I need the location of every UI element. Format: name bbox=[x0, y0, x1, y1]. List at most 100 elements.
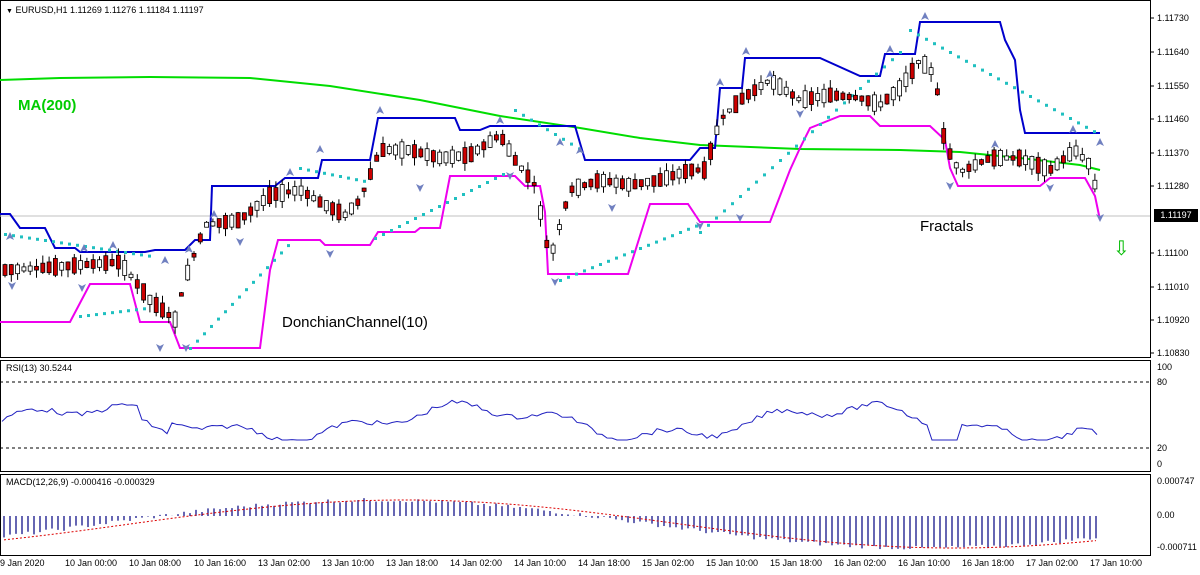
fractal-down-marker bbox=[416, 184, 424, 192]
candle-body bbox=[128, 273, 134, 279]
candle-body bbox=[872, 94, 877, 112]
rsi-panel[interactable]: RSI(13) 30.5244 100 80 20 0 bbox=[0, 360, 1200, 472]
candle-body bbox=[254, 200, 260, 211]
fractal-up-marker bbox=[766, 70, 774, 78]
macd-chart[interactable] bbox=[0, 474, 1200, 556]
fractal-down-marker bbox=[696, 222, 704, 230]
candle-body bbox=[109, 259, 115, 267]
psar-dot bbox=[430, 209, 433, 212]
candle-body bbox=[27, 265, 33, 272]
candle-body bbox=[399, 141, 405, 159]
psar-dot bbox=[470, 189, 473, 192]
candle-body bbox=[683, 164, 688, 180]
candle-body bbox=[191, 252, 197, 258]
candle-body bbox=[689, 163, 695, 177]
rsi-level: 80 bbox=[1157, 377, 1168, 387]
psar-dot bbox=[259, 273, 262, 277]
fractal-up-marker bbox=[921, 12, 929, 20]
psar-dot bbox=[127, 309, 130, 313]
candle-body bbox=[601, 173, 606, 188]
psar-dot bbox=[941, 46, 944, 50]
price-label: 1.11460 bbox=[1157, 114, 1189, 124]
candle-body bbox=[418, 148, 424, 158]
psar-dot bbox=[210, 324, 213, 328]
candle-body bbox=[897, 80, 902, 97]
time-label: 10 Jan 00:00 bbox=[65, 558, 118, 568]
psar-dot bbox=[502, 173, 505, 176]
candle-body bbox=[771, 75, 776, 90]
psar-dot bbox=[119, 310, 122, 314]
candle-body bbox=[279, 184, 285, 202]
psar-dot bbox=[859, 87, 862, 90]
psar-dot bbox=[570, 142, 573, 146]
macd-level: -0.000711 bbox=[1157, 542, 1197, 552]
psar-dot bbox=[615, 256, 618, 260]
price-chart-panel[interactable]: ▼ EURUSD,H1 1.11269 1.11276 1.11184 1.11… bbox=[0, 0, 1200, 358]
psar-dot bbox=[1005, 81, 1008, 85]
candle-body bbox=[695, 167, 701, 173]
psar-dot bbox=[52, 240, 55, 244]
candle-body bbox=[65, 261, 71, 271]
time-label: 17 Jan 10:00 bbox=[1090, 558, 1143, 568]
psar-dot bbox=[707, 223, 710, 227]
psar-dot bbox=[843, 101, 846, 105]
psar-dot bbox=[238, 295, 241, 299]
psar-dot bbox=[287, 244, 290, 248]
candle-body bbox=[657, 173, 663, 187]
fractal-down-marker bbox=[326, 250, 334, 258]
psar-dot bbox=[4, 233, 7, 236]
psar-dot bbox=[87, 314, 90, 318]
time-label: 16 Jan 18:00 bbox=[962, 558, 1015, 568]
candle-body bbox=[620, 178, 625, 190]
psar-dot bbox=[981, 68, 984, 72]
psar-dot bbox=[100, 247, 103, 251]
candle-body bbox=[424, 148, 430, 161]
psar-dot bbox=[414, 217, 417, 220]
psar-dot bbox=[103, 312, 106, 316]
rsi-level: 0 bbox=[1157, 459, 1163, 469]
candle-body bbox=[991, 149, 997, 167]
psar-dot bbox=[875, 72, 878, 76]
psar-dot bbox=[331, 173, 334, 177]
price-chart[interactable] bbox=[0, 0, 1200, 358]
psar-dot bbox=[695, 224, 698, 228]
dropdown-arrow-icon[interactable]: ▼ bbox=[6, 8, 13, 15]
psar-dot bbox=[355, 178, 358, 182]
candle-body bbox=[525, 169, 531, 183]
psar-dot bbox=[111, 311, 114, 315]
candle-body bbox=[645, 177, 650, 187]
psar-dot bbox=[140, 253, 143, 257]
candle-body bbox=[273, 187, 279, 201]
psar-dot bbox=[406, 221, 409, 224]
price-label: 1.11550 bbox=[1157, 81, 1189, 91]
macd-signal-line bbox=[3, 499, 1097, 549]
candle-body bbox=[764, 79, 770, 84]
psar-dot bbox=[143, 307, 146, 311]
candle-body bbox=[46, 261, 52, 274]
candle-body bbox=[1029, 156, 1035, 170]
candle-body bbox=[1042, 159, 1047, 177]
candle-body bbox=[267, 186, 273, 205]
candle-body bbox=[941, 128, 947, 144]
fractal-down-marker bbox=[1046, 184, 1054, 192]
candle-body bbox=[1061, 155, 1066, 164]
psar-dot bbox=[514, 109, 517, 112]
psar-dot bbox=[486, 181, 489, 184]
price-label: 1.11280 bbox=[1157, 181, 1189, 191]
psar-dot bbox=[575, 272, 578, 276]
candle-body bbox=[172, 311, 178, 328]
candle-body bbox=[141, 283, 147, 301]
psar-dot bbox=[811, 130, 814, 134]
psar-dot bbox=[779, 159, 782, 162]
rsi-chart[interactable] bbox=[0, 360, 1200, 472]
donchian-label: DonchianChannel(10) bbox=[282, 314, 428, 331]
candle-body bbox=[979, 159, 984, 165]
psar-dot bbox=[363, 179, 366, 183]
psar-dot bbox=[148, 254, 151, 258]
ma-label: MA(200) bbox=[18, 97, 77, 114]
candle-body bbox=[355, 198, 361, 206]
macd-panel[interactable]: MACD(12,26,9) -0.000416 -0.000329 0.0007… bbox=[0, 474, 1200, 556]
time-label: 13 Jan 10:00 bbox=[322, 558, 375, 568]
fractal-up-marker bbox=[376, 106, 384, 114]
candle-body bbox=[890, 87, 896, 101]
